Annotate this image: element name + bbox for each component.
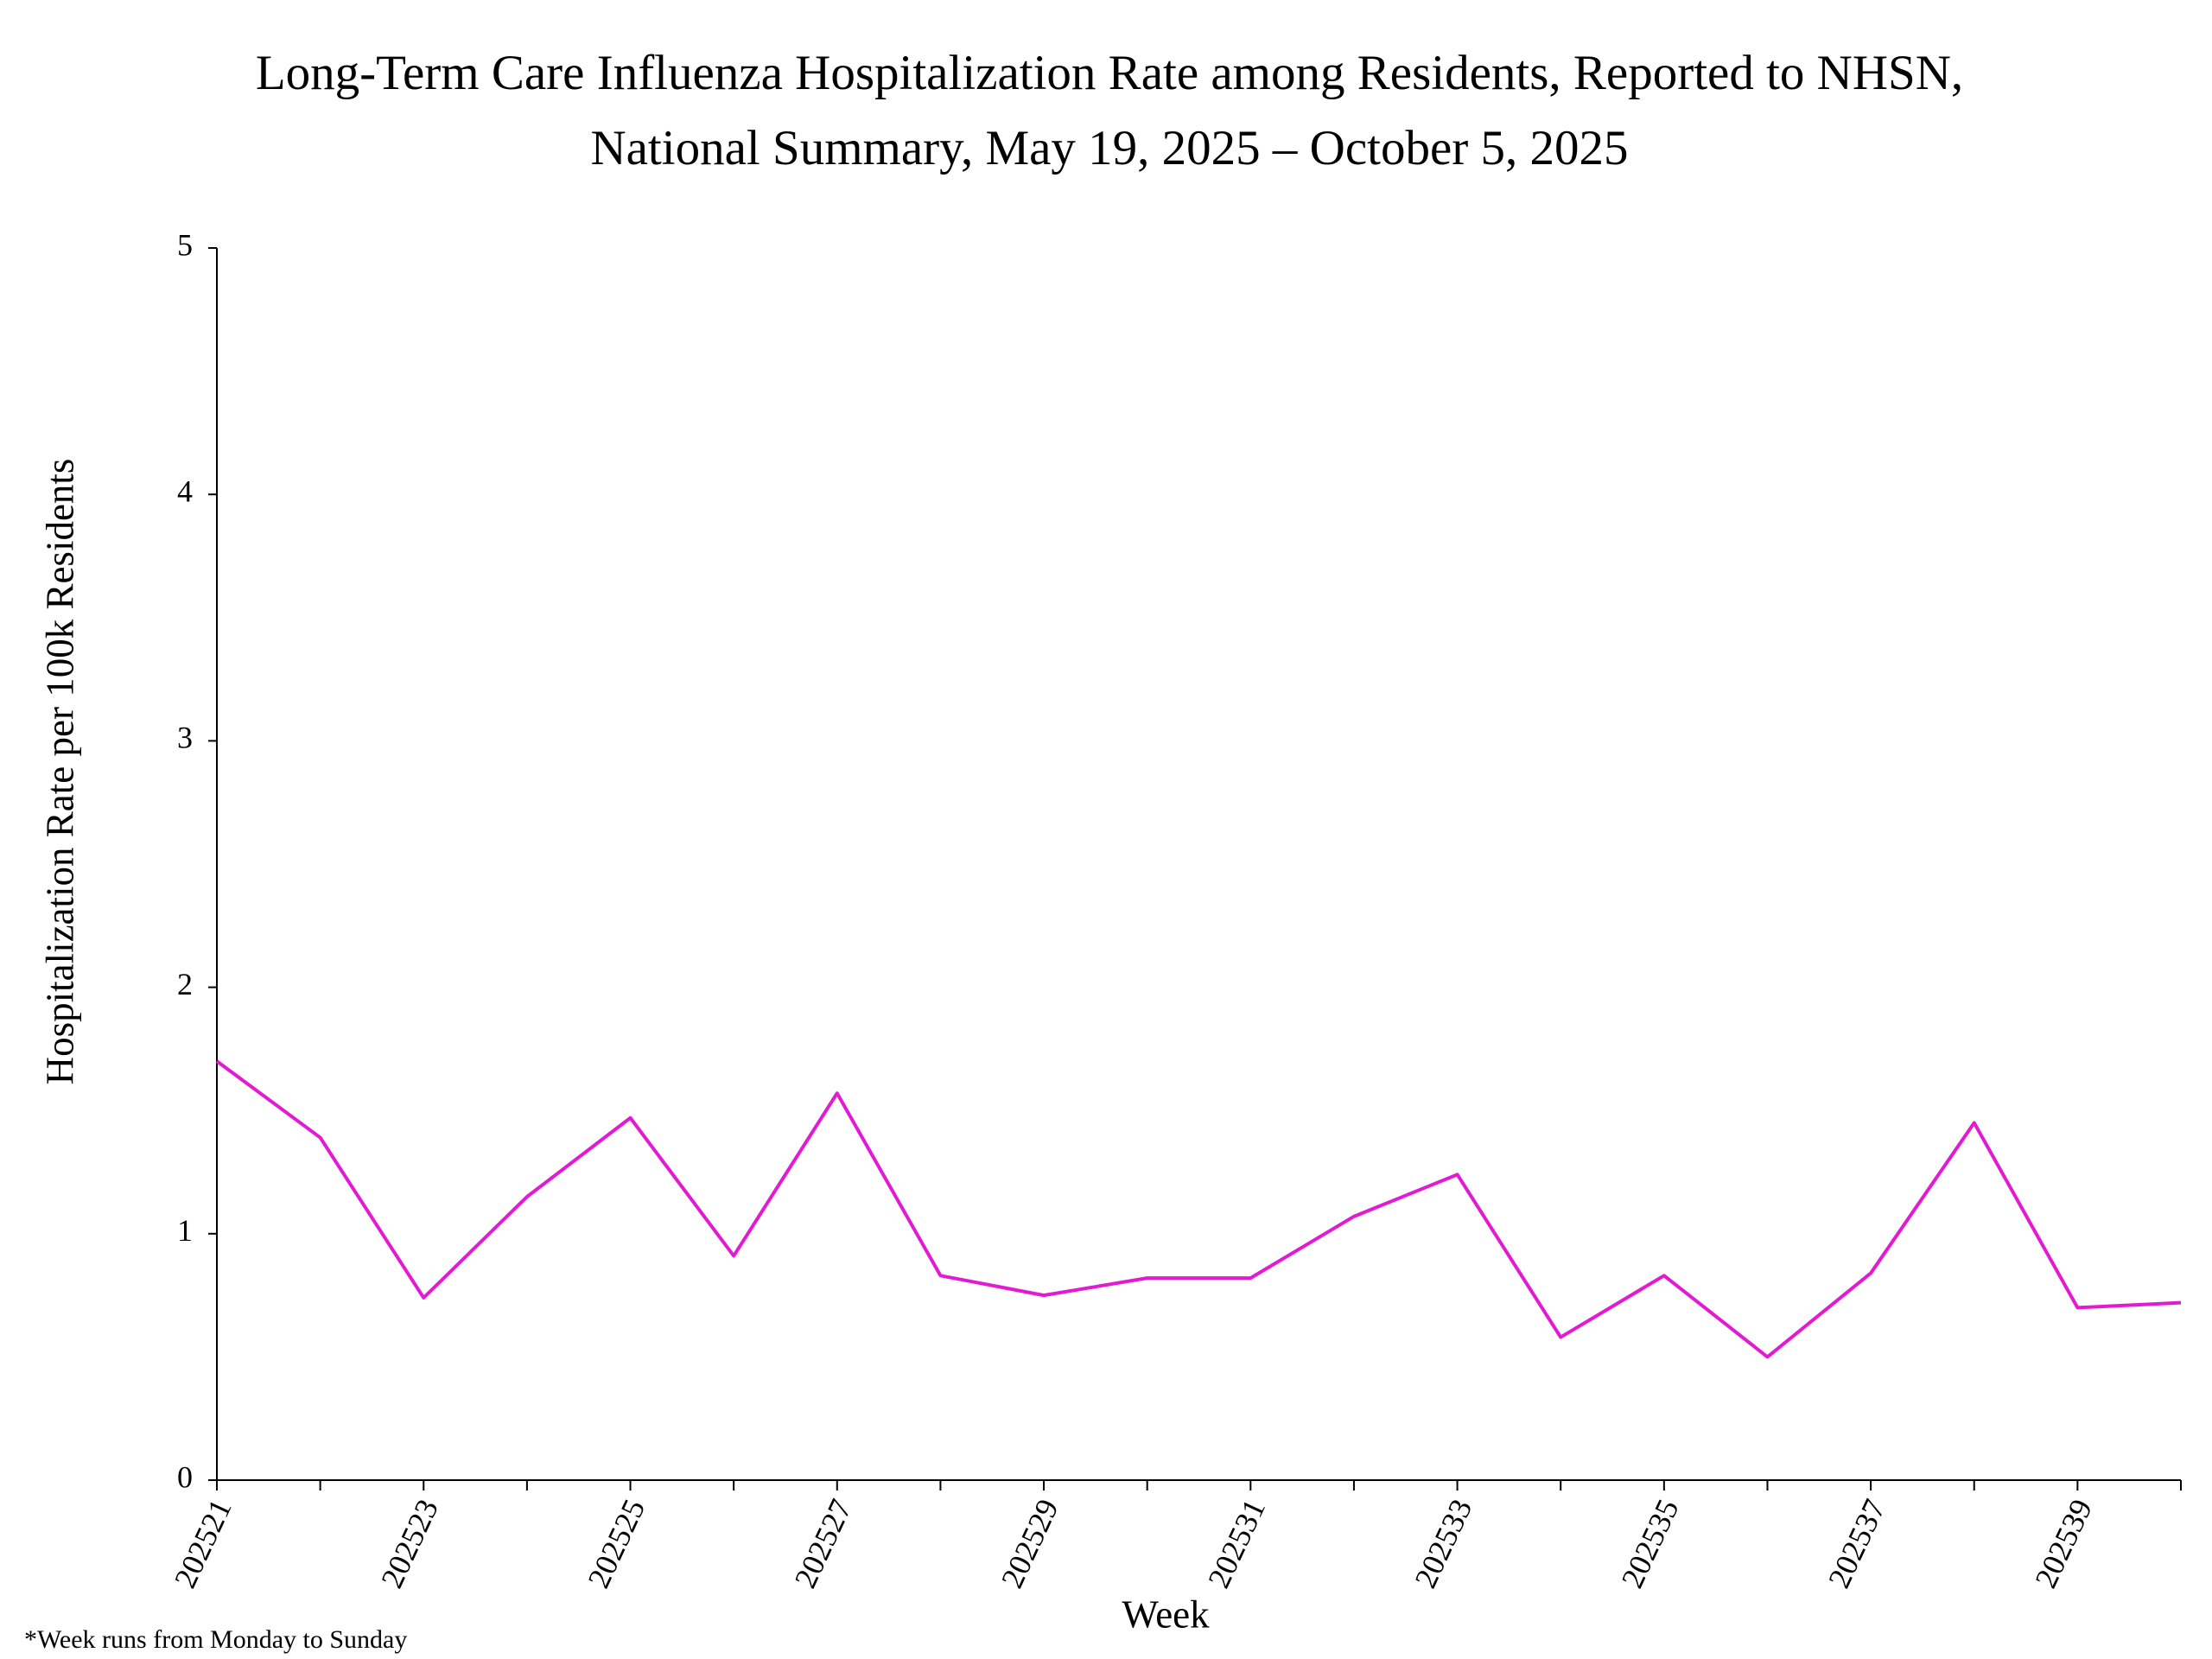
y-tick-label: 0 bbox=[177, 1459, 193, 1494]
y-tick-label: 2 bbox=[177, 967, 193, 1001]
x-tick-label: 202527 bbox=[788, 1494, 859, 1593]
y-tick-label: 3 bbox=[177, 721, 193, 755]
x-tick-label: 202523 bbox=[374, 1494, 445, 1593]
x-tick-label: 202531 bbox=[1201, 1494, 1272, 1593]
x-tick-label: 202529 bbox=[995, 1494, 1065, 1593]
x-tick-label: 202525 bbox=[581, 1494, 652, 1593]
x-axis-label: Week bbox=[1122, 1592, 1210, 1636]
y-tick-label: 1 bbox=[177, 1213, 193, 1248]
y-tick-label: 5 bbox=[177, 227, 193, 262]
x-tick-label: 202537 bbox=[1821, 1494, 1892, 1593]
chart-subtitle: National Summary, May 19, 2025 – October… bbox=[590, 121, 1628, 175]
series-line bbox=[215, 1059, 2182, 1359]
x-tick-label: 202533 bbox=[1408, 1494, 1478, 1593]
x-tick-label: 202521 bbox=[168, 1494, 238, 1593]
x-tick-label: 202539 bbox=[2028, 1494, 2099, 1593]
footnote: *Week runs from Monday to Sunday bbox=[24, 1625, 407, 1654]
chart-title: Long-Term Care Influenza Hospitalization… bbox=[256, 46, 1963, 100]
x-tick-label: 202535 bbox=[1615, 1494, 1686, 1593]
y-tick-label: 4 bbox=[177, 474, 193, 508]
y-axis-label: Hospitalization Rate per 100k Residents bbox=[38, 459, 81, 1085]
